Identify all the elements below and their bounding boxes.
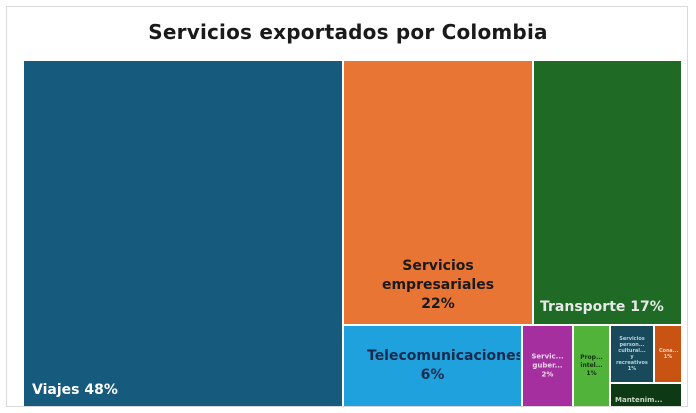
tile-mantenimiento[interactable]: Mantenim... [611, 384, 681, 406]
tile-servicios-personales[interactable]: Servicios person... cultural... y recrea… [611, 326, 653, 382]
tile-label-telecomunicaciones: Telecomunicaciones 6% [367, 348, 520, 383]
tile-propiedad-intelectual[interactable]: Prop... intel... 1% [574, 326, 609, 406]
tile-label-transporte: Transporte 17% [540, 299, 664, 315]
tile-label-servicios-personales: Servicios person... cultural... y recrea… [616, 336, 648, 372]
tile-viajes[interactable]: Viajes 48% [24, 61, 342, 406]
tile-transporte[interactable]: Transporte 17% [534, 61, 681, 324]
tile-label-mantenimiento: Mantenim... [615, 396, 663, 404]
tile-label-propiedad-intelectual: Prop... intel... 1% [580, 354, 603, 377]
tile-label-servicios-gubernamentales: Servic... guber... 2% [531, 352, 564, 379]
tile-servicios-empresariales[interactable]: Servicios empresariales 22% [344, 61, 532, 324]
tile-construccion[interactable]: Cons... 1% [655, 326, 681, 382]
tile-telecomunicaciones[interactable]: Telecomunicaciones 6% [344, 326, 521, 406]
tile-label-viajes: Viajes 48% [32, 382, 118, 398]
tile-label-servicios-empresariales: Servicios empresariales 22% [381, 258, 495, 312]
tile-servicios-gubernamentales[interactable]: Servic... guber... 2% [523, 326, 572, 406]
treemap: Viajes 48% Servicios empresariales 22% T… [24, 61, 681, 406]
chart-title: Servicios exportados por Colombia [148, 20, 548, 44]
tile-label-construccion: Cons... 1% [659, 348, 679, 360]
